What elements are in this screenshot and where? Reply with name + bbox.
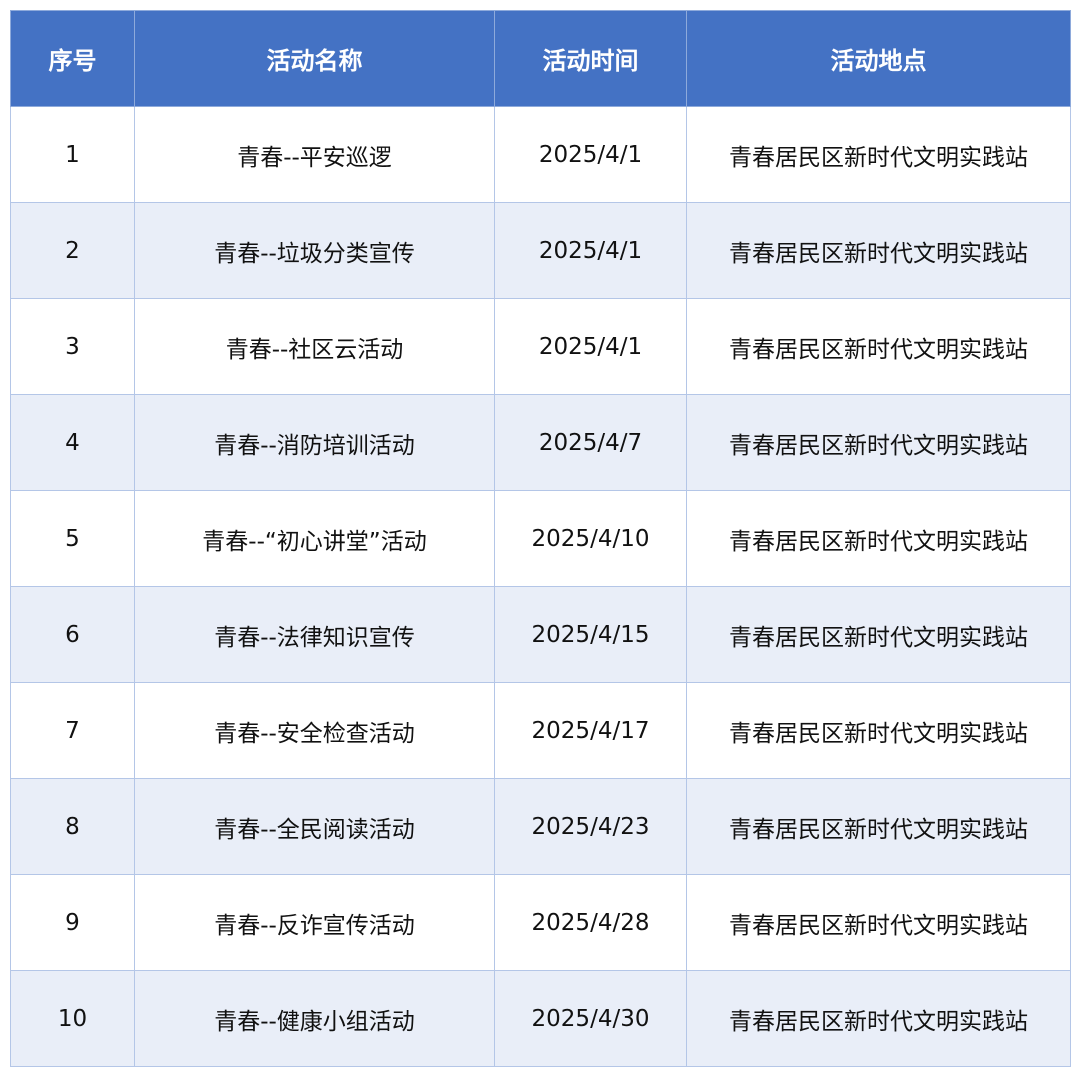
cell-index: 2 bbox=[10, 202, 135, 299]
activity-table: 序号 活动名称 活动时间 活动地点 1 青春--平安巡逻 2025/4/1 青春居民区… bbox=[10, 10, 1071, 1067]
cell-activity-location: 青春居民区新时代文明实践站 bbox=[686, 970, 1071, 1067]
cell-activity-name: 青春--消防培训活动 bbox=[134, 394, 495, 491]
cell-activity-location: 青春居民区新时代文明实践站 bbox=[686, 394, 1071, 491]
cell-activity-name: 青春--法律知识宣传 bbox=[134, 586, 495, 683]
cell-activity-time: 2025/4/15 bbox=[494, 586, 687, 683]
table-row: 4 青春--消防培训活动 2025/4/7 青春居民区新时代文明实践站 bbox=[10, 394, 1071, 491]
cell-index: 7 bbox=[10, 682, 135, 779]
header-row: 序号 活动名称 活动时间 活动地点 bbox=[10, 10, 1071, 107]
cell-activity-name: 青春--平安巡逻 bbox=[134, 106, 495, 203]
cell-index: 10 bbox=[10, 970, 135, 1067]
cell-activity-location: 青春居民区新时代文明实践站 bbox=[686, 202, 1071, 299]
cell-activity-location: 青春居民区新时代文明实践站 bbox=[686, 682, 1071, 779]
cell-activity-time: 2025/4/1 bbox=[494, 298, 687, 395]
table-row: 9 青春--反诈宣传活动 2025/4/28 青春居民区新时代文明实践站 bbox=[10, 874, 1071, 971]
table-row: 5 青春--“初心讲堂”活动 2025/4/10 青春居民区新时代文明实践站 bbox=[10, 490, 1071, 587]
cell-activity-location: 青春居民区新时代文明实践站 bbox=[686, 106, 1071, 203]
cell-activity-name: 青春--垃圾分类宣传 bbox=[134, 202, 495, 299]
cell-activity-location: 青春居民区新时代文明实践站 bbox=[686, 874, 1071, 971]
cell-index: 3 bbox=[10, 298, 135, 395]
table-row: 8 青春--全民阅读活动 2025/4/23 青春居民区新时代文明实践站 bbox=[10, 778, 1071, 875]
cell-index: 5 bbox=[10, 490, 135, 587]
table-row: 2 青春--垃圾分类宣传 2025/4/1 青春居民区新时代文明实践站 bbox=[10, 202, 1071, 299]
table-row: 7 青春--安全检查活动 2025/4/17 青春居民区新时代文明实践站 bbox=[10, 682, 1071, 779]
cell-activity-time: 2025/4/23 bbox=[494, 778, 687, 875]
cell-activity-location: 青春居民区新时代文明实践站 bbox=[686, 490, 1071, 587]
cell-index: 4 bbox=[10, 394, 135, 491]
header-activity-name: 活动名称 bbox=[134, 10, 495, 107]
cell-activity-time: 2025/4/7 bbox=[494, 394, 687, 491]
cell-index: 1 bbox=[10, 106, 135, 203]
cell-activity-time: 2025/4/17 bbox=[494, 682, 687, 779]
table-row: 1 青春--平安巡逻 2025/4/1 青春居民区新时代文明实践站 bbox=[10, 106, 1071, 203]
cell-index: 8 bbox=[10, 778, 135, 875]
cell-activity-name: 青春--反诈宣传活动 bbox=[134, 874, 495, 971]
cell-index: 6 bbox=[10, 586, 135, 683]
cell-activity-location: 青春居民区新时代文明实践站 bbox=[686, 586, 1071, 683]
cell-activity-name: 青春--“初心讲堂”活动 bbox=[134, 490, 495, 587]
cell-activity-time: 2025/4/10 bbox=[494, 490, 687, 587]
cell-activity-name: 青春--社区云活动 bbox=[134, 298, 495, 395]
cell-activity-time: 2025/4/28 bbox=[494, 874, 687, 971]
header-activity-time: 活动时间 bbox=[494, 10, 687, 107]
table-row: 6 青春--法律知识宣传 2025/4/15 青春居民区新时代文明实践站 bbox=[10, 586, 1071, 683]
cell-activity-location: 青春居民区新时代文明实践站 bbox=[686, 778, 1071, 875]
cell-activity-time: 2025/4/30 bbox=[494, 970, 687, 1067]
cell-activity-location: 青春居民区新时代文明实践站 bbox=[686, 298, 1071, 395]
cell-activity-name: 青春--全民阅读活动 bbox=[134, 778, 495, 875]
table-row: 3 青春--社区云活动 2025/4/1 青春居民区新时代文明实践站 bbox=[10, 298, 1071, 395]
cell-activity-time: 2025/4/1 bbox=[494, 106, 687, 203]
table-row: 10 青春--健康小组活动 2025/4/30 青春居民区新时代文明实践站 bbox=[10, 970, 1071, 1067]
header-index: 序号 bbox=[10, 10, 135, 107]
cell-activity-time: 2025/4/1 bbox=[494, 202, 687, 299]
header-activity-location: 活动地点 bbox=[686, 10, 1071, 107]
cell-index: 9 bbox=[10, 874, 135, 971]
cell-activity-name: 青春--安全检查活动 bbox=[134, 682, 495, 779]
cell-activity-name: 青春--健康小组活动 bbox=[134, 970, 495, 1067]
